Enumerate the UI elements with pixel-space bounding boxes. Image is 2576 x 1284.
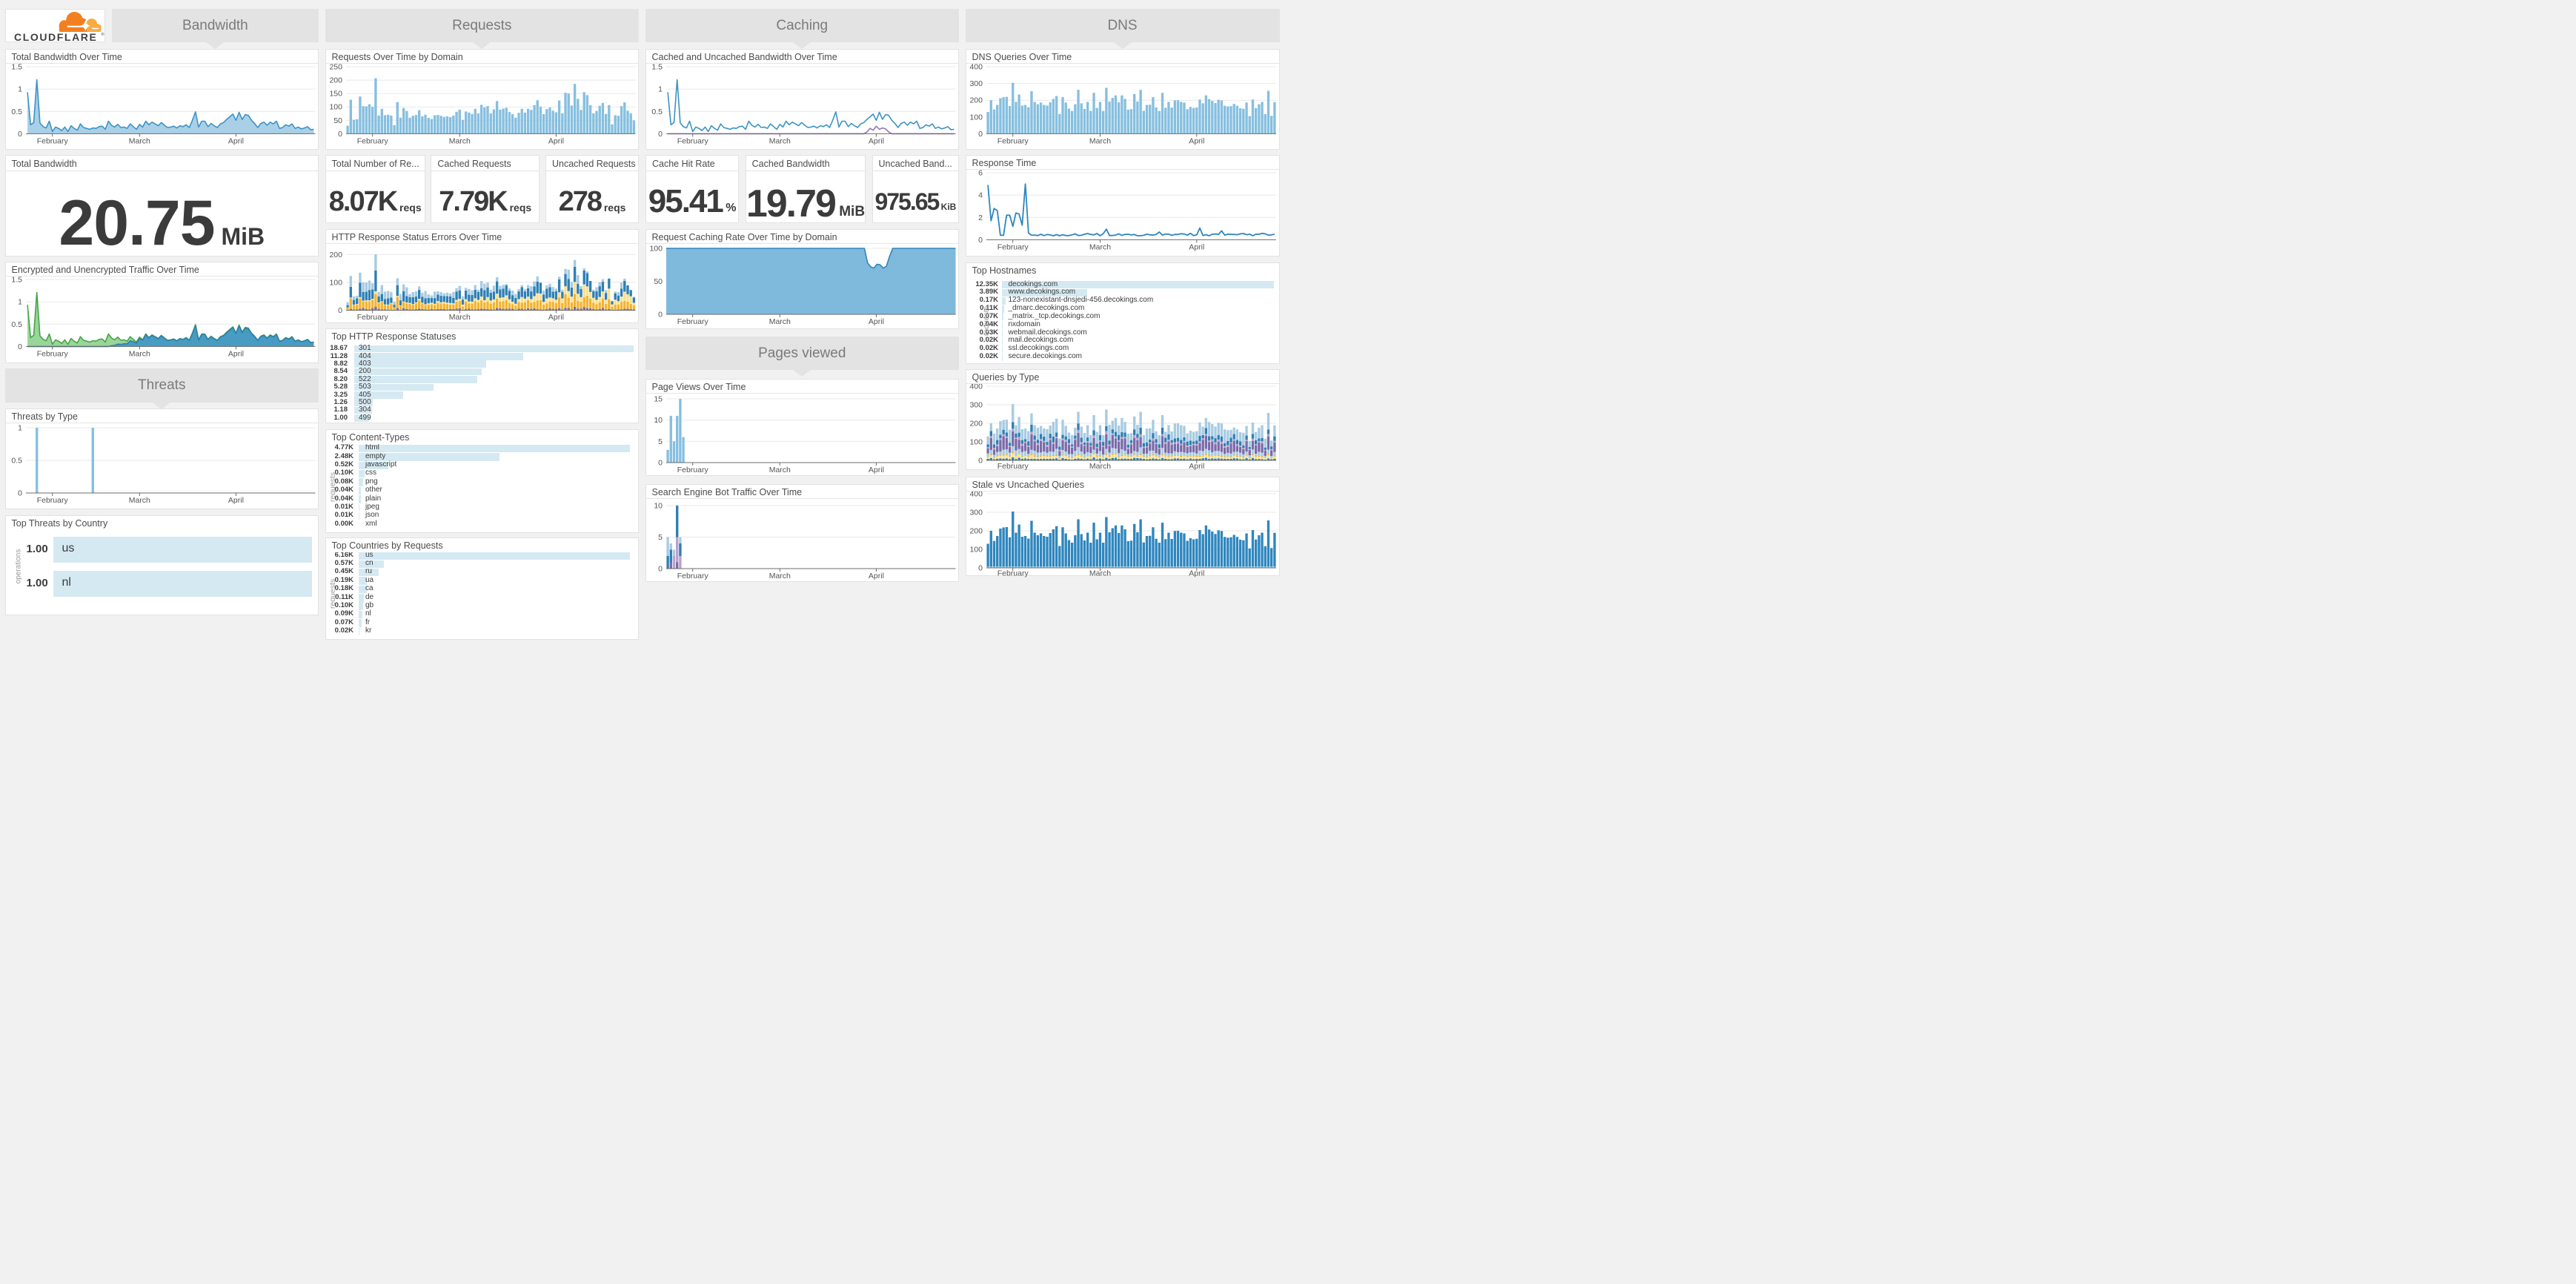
svg-text:April: April (228, 496, 243, 505)
svg-text:200: 200 (969, 420, 983, 428)
svg-text:0: 0 (338, 306, 342, 315)
svg-text:300: 300 (969, 401, 983, 410)
svg-text:February: February (997, 569, 1029, 578)
svg-text:150: 150 (329, 89, 342, 98)
svg-text:April: April (228, 136, 243, 145)
svg-text:2: 2 (978, 213, 983, 222)
svg-text:February: February (997, 242, 1029, 251)
svg-text:250: 250 (329, 62, 342, 71)
svg-text:300: 300 (969, 79, 983, 88)
svg-text:April: April (1189, 242, 1204, 251)
svg-text:400: 400 (969, 383, 983, 391)
svg-text:February: February (36, 350, 68, 359)
svg-text:0: 0 (18, 129, 22, 138)
svg-text:0: 0 (978, 129, 983, 138)
svg-text:0: 0 (978, 563, 983, 572)
svg-text:100: 100 (969, 438, 983, 447)
svg-text:400: 400 (969, 62, 983, 71)
svg-text:February: February (36, 136, 68, 145)
svg-text:February: February (997, 136, 1029, 145)
svg-text:April: April (1189, 136, 1204, 145)
svg-text:0: 0 (18, 489, 22, 497)
svg-text:April: April (548, 313, 563, 322)
svg-text:50: 50 (333, 116, 342, 125)
svg-text:April: April (1189, 462, 1204, 471)
svg-text:0: 0 (978, 457, 983, 466)
svg-text:5: 5 (658, 533, 663, 542)
svg-text:March: March (769, 466, 790, 474)
svg-text:February: February (677, 136, 708, 145)
svg-text:February: February (356, 136, 388, 145)
svg-text:March: March (1089, 569, 1110, 578)
svg-text:15: 15 (654, 395, 663, 404)
svg-text:March: March (448, 313, 470, 322)
svg-text:April: April (868, 136, 883, 145)
svg-text:0: 0 (658, 459, 663, 468)
svg-text:1: 1 (18, 423, 22, 432)
svg-text:0.5: 0.5 (11, 320, 22, 329)
svg-text:®: ® (101, 32, 104, 37)
svg-text:March: March (128, 496, 150, 505)
svg-text:February: February (36, 496, 68, 505)
svg-text:1: 1 (658, 85, 663, 93)
svg-text:March: March (448, 136, 470, 145)
svg-text:200: 200 (329, 76, 342, 85)
svg-text:0.5: 0.5 (11, 456, 22, 465)
svg-text:February: February (356, 313, 388, 322)
svg-text:February: February (677, 572, 708, 580)
svg-text:0.5: 0.5 (651, 107, 663, 116)
svg-text:100: 100 (649, 245, 663, 254)
svg-text:100: 100 (329, 102, 342, 111)
svg-text:March: March (769, 572, 790, 580)
svg-text:March: March (769, 136, 790, 145)
svg-text:April: April (868, 317, 883, 326)
svg-text:April: April (228, 350, 243, 359)
svg-text:March: March (1089, 136, 1110, 145)
svg-text:March: March (769, 317, 790, 326)
svg-text:April: April (548, 136, 563, 145)
svg-text:March: March (1089, 242, 1110, 251)
svg-text:0: 0 (338, 129, 342, 138)
svg-text:6: 6 (978, 168, 983, 177)
svg-text:0: 0 (658, 129, 663, 138)
svg-text:0.5: 0.5 (11, 107, 22, 116)
svg-text:1: 1 (18, 85, 22, 93)
svg-text:0: 0 (658, 311, 663, 320)
svg-text:0: 0 (658, 565, 663, 574)
svg-text:CLOUDFLARE: CLOUDFLARE (14, 31, 97, 42)
svg-text:1: 1 (18, 298, 22, 307)
svg-text:1.5: 1.5 (11, 276, 22, 285)
svg-text:100: 100 (969, 545, 983, 554)
svg-text:February: February (677, 317, 708, 326)
svg-text:February: February (677, 466, 708, 474)
svg-text:1.5: 1.5 (11, 62, 22, 71)
svg-text:300: 300 (969, 508, 983, 517)
svg-text:April: April (868, 572, 883, 580)
svg-text:50: 50 (654, 277, 663, 286)
svg-text:200: 200 (969, 96, 983, 105)
svg-text:4: 4 (978, 191, 983, 199)
svg-text:April: April (868, 466, 883, 474)
svg-text:200: 200 (969, 526, 983, 535)
svg-text:0: 0 (978, 235, 983, 244)
svg-text:5: 5 (658, 437, 663, 446)
svg-text:March: March (1089, 462, 1110, 471)
svg-text:10: 10 (654, 502, 663, 511)
svg-text:1.5: 1.5 (651, 62, 663, 71)
svg-text:400: 400 (969, 489, 983, 498)
svg-text:100: 100 (329, 278, 342, 287)
svg-text:March: March (128, 136, 150, 145)
svg-text:100: 100 (969, 113, 983, 122)
svg-text:February: February (997, 462, 1029, 471)
svg-text:April: April (1189, 569, 1204, 578)
svg-text:200: 200 (329, 251, 342, 259)
svg-text:10: 10 (654, 416, 663, 425)
svg-text:March: March (128, 350, 150, 359)
svg-text:0: 0 (18, 342, 22, 351)
